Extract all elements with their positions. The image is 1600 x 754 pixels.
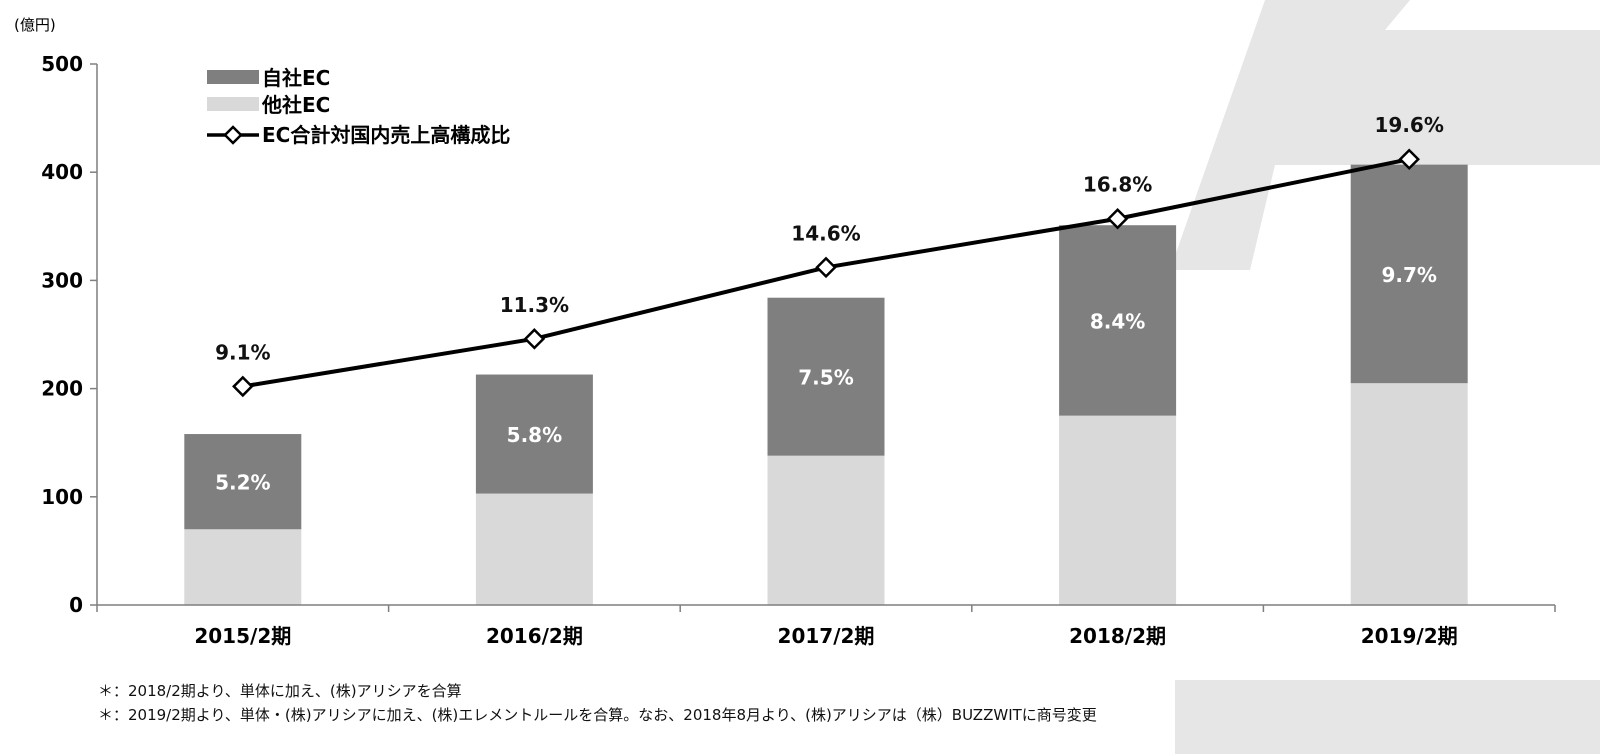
bar-segment-label: 8.4% (1090, 309, 1145, 333)
bar-segment-jisha-ec (1059, 225, 1177, 416)
y-tick-label: 200 (41, 377, 83, 401)
legend-label-ec-ratio: EC合計対国内売上高構成比 (262, 123, 510, 147)
line-series-group: 9.1% 11.3% 14.6% 16.8% 19.6% (215, 113, 1444, 398)
bar-segment-jisha-ec (767, 297, 885, 456)
footnote-1: ＊：2018/2期より、単体に加え、(株)アリシアを合算 (98, 682, 462, 700)
y-axis-unit-label: (億円) (14, 16, 56, 34)
x-category-label: 2016/2期 (486, 624, 583, 648)
line-point-label: 11.3% (500, 293, 569, 317)
bar-segment-tasha-ec (1350, 383, 1468, 605)
line-diamond-marker (523, 328, 546, 350)
line-diamond-marker (1106, 207, 1129, 230)
y-tick-label: 0 (69, 593, 83, 617)
x-category-label: 2018/2期 (1069, 624, 1166, 648)
bar-segment-jisha-ec (1350, 164, 1468, 384)
bar-segment-tasha-ec (767, 455, 885, 605)
legend: 自社EC 他社EC EC合計対国内売上高構成比 (207, 66, 510, 147)
legend-swatch-tasha-ec (207, 97, 259, 111)
line-point-label: 9.1% (215, 340, 270, 364)
line-diamond-marker (815, 256, 837, 279)
y-axis: 0 100 200 300 400 500 (41, 52, 98, 617)
x-category-label: 2019/2期 (1361, 624, 1458, 648)
legend-diamond-marker-icon (223, 125, 243, 145)
bar-series-group: 5.2% 5.8% 7.5% 8.4% 9.7% (184, 164, 1468, 605)
bar-segment-tasha-ec (1059, 415, 1177, 605)
footnote-2: ＊：2019/2期より、単体・(株)アリシアに加え、(株)エレメントルールを合算… (98, 706, 1097, 724)
line-diamond-marker (1398, 148, 1420, 170)
bar-segment-label: 7.5% (798, 366, 853, 390)
bar-segment-jisha-ec (475, 374, 593, 494)
bar-segment-jisha-ec (184, 434, 302, 530)
bar-segment-label: 9.7% (1381, 263, 1436, 287)
x-category-label: 2017/2期 (778, 624, 875, 648)
x-category-label: 2015/2期 (194, 624, 291, 648)
y-tick-label: 400 (41, 160, 83, 184)
bar-segment-tasha-ec (475, 493, 593, 605)
legend-label-tasha-ec: 他社EC (261, 93, 330, 117)
legend-swatch-jisha-ec (207, 70, 259, 84)
legend-label-jisha-ec: 自社EC (262, 66, 330, 90)
bar-segment-label: 5.2% (215, 471, 270, 495)
y-tick-label: 100 (41, 485, 83, 509)
x-axis: 2015/2期 2016/2期 2017/2期 2018/2期 2019/2期 (96, 604, 1556, 648)
bar-segment-label: 5.8% (507, 423, 562, 447)
bar-segment-tasha-ec (184, 529, 302, 605)
y-tick-label: 300 (41, 268, 83, 292)
line-point-label: 16.8% (1083, 173, 1152, 197)
line-diamond-marker (232, 375, 254, 398)
line-point-label: 14.6% (791, 221, 860, 245)
background-decoration (1170, 0, 1600, 754)
line-point-label: 19.6% (1375, 113, 1444, 137)
y-tick-label: 500 (41, 52, 83, 76)
